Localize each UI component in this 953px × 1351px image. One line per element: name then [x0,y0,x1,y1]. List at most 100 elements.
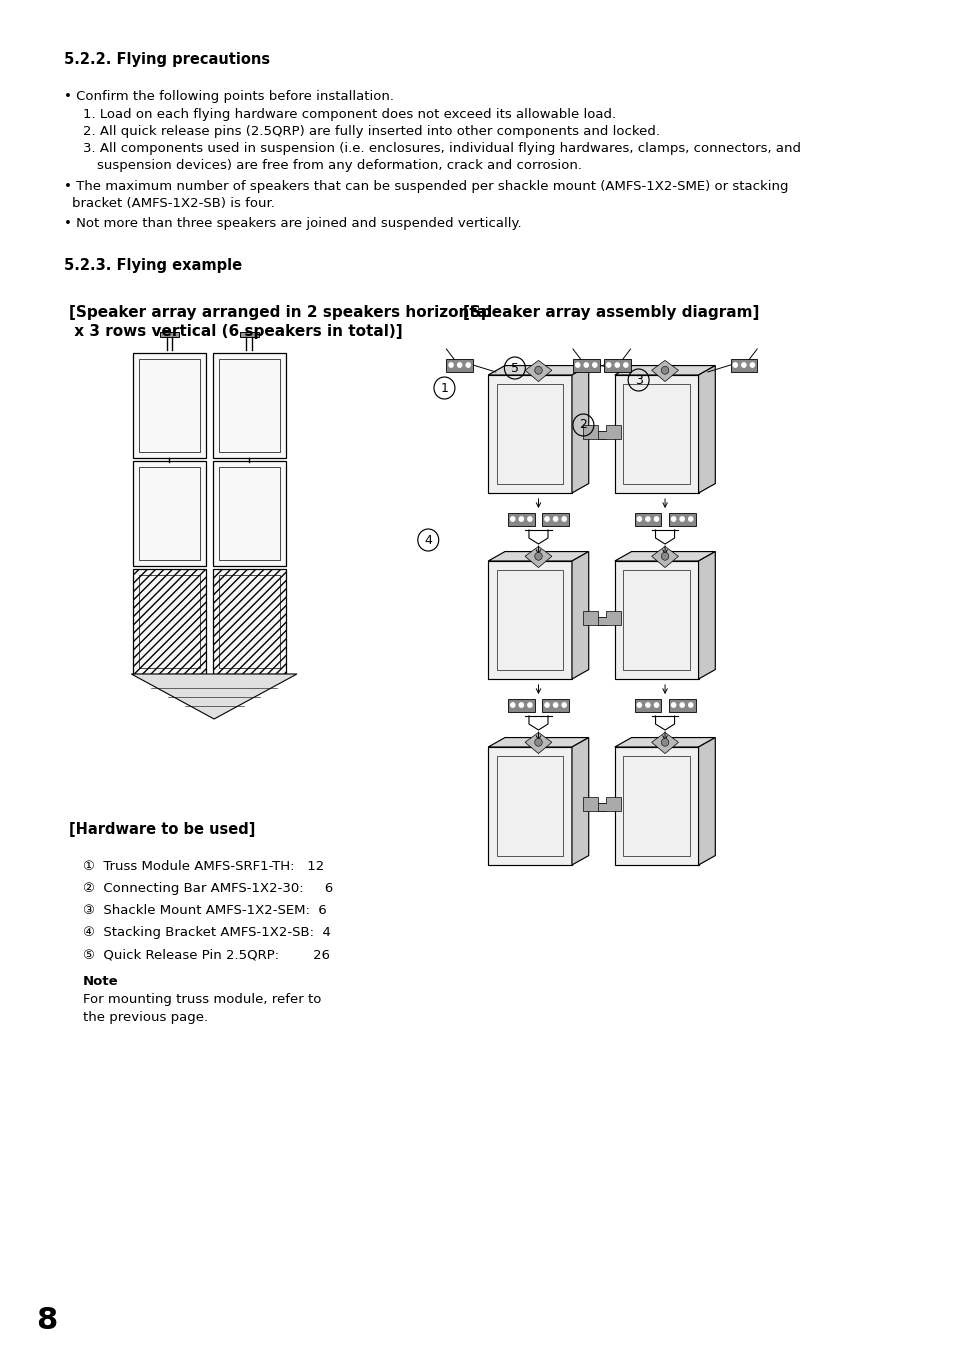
Bar [488,376,572,493]
Circle shape [575,363,579,367]
Polygon shape [698,366,715,493]
Bar [446,358,473,372]
Polygon shape [582,797,605,811]
Polygon shape [651,546,678,567]
Bar [603,358,630,372]
Circle shape [510,703,515,707]
Circle shape [688,517,692,521]
Text: ②  Connecting Bar AMFS-1X2-30:     6: ② Connecting Bar AMFS-1X2-30: 6 [83,882,333,894]
Circle shape [527,703,532,707]
Text: bracket (AMFS-1X2-SB) is four.: bracket (AMFS-1X2-SB) is four. [72,197,274,209]
Polygon shape [651,732,678,754]
Bar [668,512,695,526]
Polygon shape [698,551,715,680]
Bar [634,512,660,526]
Circle shape [741,363,745,367]
Text: [Speaker array assembly diagram]: [Speaker array assembly diagram] [463,305,759,320]
Circle shape [645,517,649,521]
Circle shape [449,363,453,367]
Bar [133,353,205,458]
Bar [133,569,205,674]
Circle shape [645,703,649,707]
Polygon shape [488,366,588,376]
Polygon shape [132,674,296,719]
Polygon shape [598,426,620,439]
Text: 8: 8 [36,1306,57,1335]
Polygon shape [582,426,605,439]
Bar [730,358,757,372]
Text: • The maximum number of speakers that can be suspended per shackle mount (AMFS-1: • The maximum number of speakers that ca… [64,180,787,193]
Text: suspension devices) are free from any deformation, crack and corrosion.: suspension devices) are free from any de… [97,159,581,172]
Polygon shape [572,551,588,680]
Polygon shape [488,738,588,747]
Bar [239,332,258,336]
Bar [622,384,689,484]
Bar [139,467,199,561]
Text: ①  Truss Module AMFS-SRF1-TH:   12: ① Truss Module AMFS-SRF1-TH: 12 [83,861,324,873]
Polygon shape [698,738,715,865]
Circle shape [606,363,610,367]
Circle shape [660,553,668,561]
Bar [488,747,572,865]
Polygon shape [572,366,588,493]
Circle shape [637,517,640,521]
Polygon shape [614,366,715,376]
Text: 1: 1 [440,381,448,394]
Polygon shape [524,546,551,567]
Text: ③  Shackle Mount AMFS-1X2-SEM:  6: ③ Shackle Mount AMFS-1X2-SEM: 6 [83,904,326,917]
Bar [488,561,572,680]
Circle shape [466,363,470,367]
Bar [497,570,563,670]
Text: [Hardware to be used]: [Hardware to be used] [69,821,254,838]
Circle shape [527,517,532,521]
Bar [497,384,563,484]
Circle shape [615,363,618,367]
Circle shape [544,703,549,707]
Circle shape [510,517,515,521]
Circle shape [553,703,558,707]
Circle shape [679,703,683,707]
Text: • Not more than three speakers are joined and suspended vertically.: • Not more than three speakers are joine… [64,218,521,230]
Bar [213,353,285,458]
Circle shape [518,517,523,521]
Bar [213,461,285,566]
Bar [218,576,279,667]
Text: 3. All components used in suspension (i.e. enclosures, individual flying hardwar: 3. All components used in suspension (i.… [83,142,800,155]
Polygon shape [614,551,715,561]
Circle shape [535,366,541,374]
Circle shape [561,517,566,521]
Polygon shape [572,738,588,865]
Text: Note: Note [83,975,118,988]
Text: 3: 3 [634,373,642,386]
Polygon shape [598,797,620,811]
Circle shape [688,703,692,707]
Bar [541,698,568,712]
Bar [634,698,660,712]
Circle shape [750,363,754,367]
Bar [614,376,698,493]
Text: 1. Load on each flying hardware component does not exceed its allowable load.: 1. Load on each flying hardware componen… [83,108,616,122]
Circle shape [733,363,737,367]
Bar [622,757,689,857]
Text: ⑤  Quick Release Pin 2.5QRP:        26: ⑤ Quick Release Pin 2.5QRP: 26 [83,948,330,961]
Circle shape [561,703,566,707]
Bar [213,569,285,674]
Bar [139,576,199,667]
Text: 5.2.3. Flying example: 5.2.3. Flying example [64,258,242,273]
Bar [508,698,534,712]
Circle shape [637,703,640,707]
Bar [218,359,279,453]
Text: • Confirm the following points before installation.: • Confirm the following points before in… [64,91,394,103]
Text: 5: 5 [511,362,518,374]
Circle shape [583,363,588,367]
Circle shape [535,739,541,746]
Bar [139,359,199,453]
Bar [541,512,568,526]
Circle shape [671,703,675,707]
Text: the previous page.: the previous page. [83,1011,208,1024]
Bar [614,561,698,680]
Polygon shape [651,361,678,381]
Text: 4: 4 [424,534,432,547]
Text: For mounting truss module, refer to: For mounting truss module, refer to [83,993,321,1006]
Polygon shape [524,361,551,381]
